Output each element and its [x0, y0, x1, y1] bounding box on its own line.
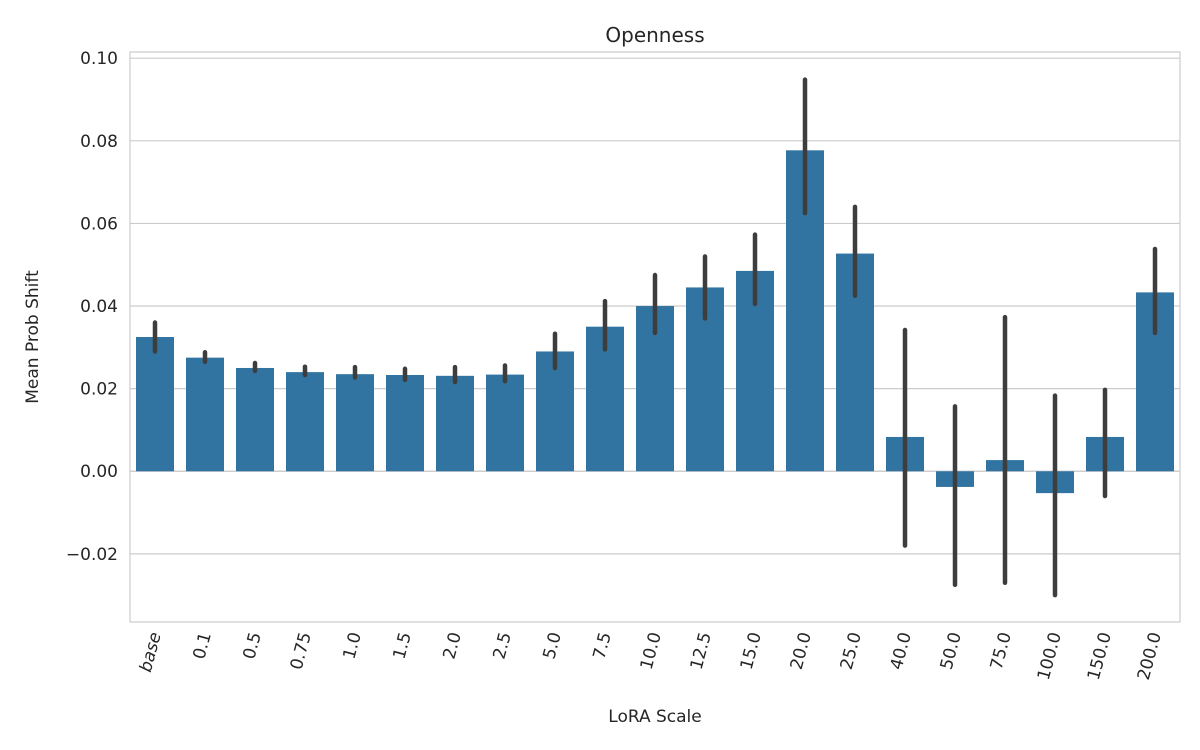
x-tick-label: 10.0 — [637, 630, 666, 672]
x-tick-label: 0.5 — [240, 630, 266, 661]
x-tick-label: 75.0 — [987, 630, 1016, 672]
x-tick-label: 7.5 — [590, 630, 616, 661]
x-tick-label: 2.5 — [490, 630, 516, 661]
bar-2.0 — [436, 375, 474, 472]
y-tick-label: 0.08 — [80, 132, 118, 152]
x-tick-label: 0.1 — [190, 630, 216, 661]
x-tick-label: 12.5 — [687, 630, 716, 672]
x-tick-label: 1.5 — [390, 630, 416, 661]
x-tick-label: 20.0 — [787, 630, 816, 672]
y-tick-label: 0.06 — [80, 214, 118, 234]
x-tick-label: 5.0 — [540, 630, 566, 661]
x-tick-label: 200.0 — [1134, 630, 1166, 682]
x-tick-label: 100.0 — [1034, 630, 1066, 682]
y-tick-label: 0.00 — [80, 462, 118, 482]
chart-title: Openness — [605, 23, 704, 47]
error-bars — [152, 77, 1158, 598]
x-tick-labels: base 0.1 0.5 0.75 1.0 1.5 2.0 2.5 5.0 7.5 10.0 12.5… — [136, 630, 1166, 682]
x-tick-label: base — [136, 630, 166, 674]
x-tick-label: 15.0 — [737, 630, 766, 672]
x-tick-label: 2.0 — [440, 630, 466, 661]
x-tick-label: 150.0 — [1084, 630, 1116, 682]
y-tick-label: 0.10 — [80, 49, 118, 69]
x-tick-label: 1.0 — [340, 630, 366, 661]
bar-5.0 — [536, 351, 574, 472]
x-tick-label: 50.0 — [937, 630, 966, 672]
x-tick-label: 40.0 — [887, 630, 916, 672]
x-axis-title: LoRA Scale — [608, 707, 701, 727]
bar-0.5 — [236, 367, 274, 472]
y-tick-label: −0.02 — [66, 545, 118, 565]
x-tick-label: 0.75 — [287, 630, 316, 672]
bar-1.5 — [386, 375, 424, 472]
y-tick-label: 0.02 — [80, 380, 118, 400]
bar-base — [136, 337, 174, 472]
y-tick-labels: −0.02 0.00 0.02 0.04 0.06 0.08 0.10 — [66, 49, 118, 565]
plot-frame — [129, 51, 1181, 623]
y-tick-label: 0.04 — [80, 297, 118, 317]
bar-2.5 — [486, 374, 524, 472]
x-tick-label: 25.0 — [837, 630, 866, 672]
bar-0.1 — [186, 357, 224, 472]
bar-0.75 — [286, 372, 324, 472]
bars — [136, 150, 1174, 494]
y-axis-title: Mean Prob Shift — [23, 270, 43, 404]
bar-1.0 — [336, 374, 374, 472]
